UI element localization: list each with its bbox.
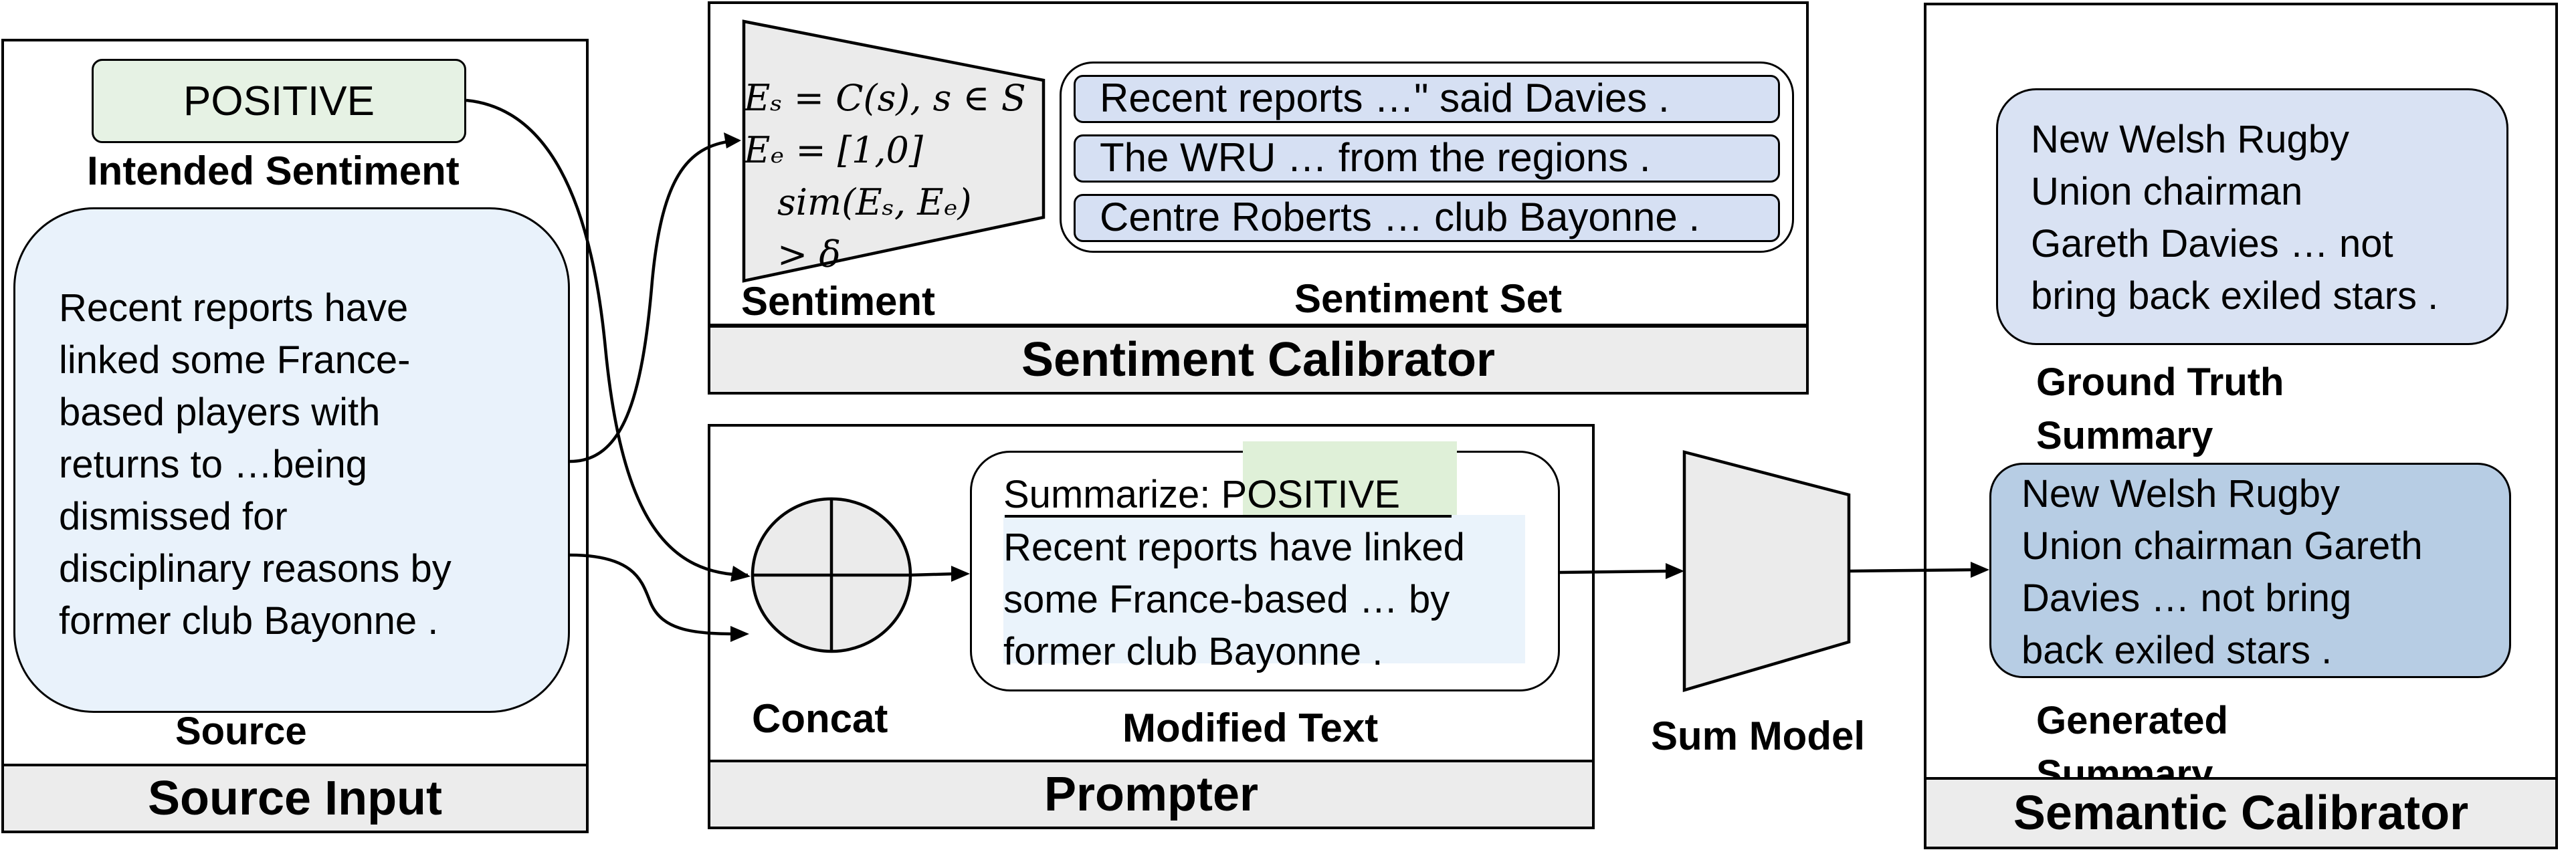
generated-summary-box — [1989, 463, 2511, 678]
formula-line: Eₑ = [1,0] — [744, 129, 923, 171]
source-text-line: dismissed for — [59, 495, 288, 538]
source-text-line: returns to …being — [59, 443, 368, 486]
semantic-calibrator-title: Semantic Calibrator — [1924, 777, 2558, 849]
ground-truth-label-line: Summary — [2036, 414, 2213, 457]
generated-summary-label: Generated Summary — [2036, 694, 2228, 777]
source-text-line: based players with — [59, 391, 381, 434]
ground-truth-text: New Welsh Rugby Union chairman Gareth Da… — [2031, 114, 2438, 322]
ground-truth-line: Gareth Davies … not — [2031, 222, 2393, 265]
source-text-line: linked some France- — [59, 338, 411, 382]
modified-text-line: Recent reports have linked — [1003, 526, 1465, 569]
formula-line: sim(Eₛ, Eₑ) — [777, 181, 972, 223]
concat-label: Concat — [752, 696, 888, 741]
source-text-line: former club Bayonne . — [59, 599, 439, 643]
formula-line: > δ — [777, 233, 841, 273]
generated-line: back exiled stars . — [2021, 629, 2333, 672]
summarize-sentiment: POSITIVE — [1221, 473, 1401, 516]
generated-label-line: Summary — [2036, 752, 2213, 777]
source-text-label-line: Text — [175, 758, 307, 764]
ground-truth-line: Union chairman — [2031, 170, 2303, 213]
sum-model-shape — [1682, 450, 1851, 693]
ground-truth-label-line: Ground Truth — [2036, 360, 2284, 404]
sentiment-set-item: The WRU … from the regions . — [1074, 134, 1780, 183]
source-text: Recent reports have linked some France- … — [59, 282, 452, 647]
intended-sentiment-label: Intended Sentiment — [87, 148, 460, 193]
sentiment-set-label: Sentiment Set — [1294, 276, 1563, 321]
ground-truth-label: Ground Truth Summary — [2036, 356, 2284, 463]
prompter-title: Prompter — [708, 760, 1595, 829]
generated-label-line: Generated — [2036, 699, 2228, 742]
text-highlight — [1003, 515, 1525, 663]
generated-summary-text: New Welsh Rugby Union chairman Gareth Da… — [2021, 468, 2423, 677]
modified-text-line: some France-based … by — [1003, 578, 1450, 621]
sentiment-calibrator-title: Sentiment Calibrator — [708, 325, 1809, 395]
sentiment-label: Sentiment — [741, 279, 936, 324]
generated-line: New Welsh Rugby — [2021, 472, 2341, 516]
modified-text-label: Modified Text — [1122, 706, 1379, 750]
modified-text-line: former club Bayonne . — [1003, 630, 1383, 673]
summarize-underline — [1005, 515, 1452, 518]
sentiment-set-item: Recent reports …" said Davies . — [1074, 75, 1780, 123]
ground-truth-box — [1996, 88, 2508, 345]
source-input-title: Source Input — [1, 764, 589, 833]
summarize-prompt: Summarize: POSITIVE — [1003, 468, 1400, 522]
intended-sentiment-box: POSITIVE — [92, 59, 466, 143]
concat-operator — [751, 497, 912, 653]
ground-truth-line: New Welsh Rugby — [2031, 118, 2350, 161]
formula-line: Eₛ = C(s), s ∈ S — [744, 77, 1026, 119]
generated-line: Union chairman Gareth — [2021, 524, 2423, 568]
summarize-prefix: Summarize: — [1003, 473, 1221, 516]
intended-sentiment-value: POSITIVE — [183, 78, 375, 124]
source-text-line: Recent reports have — [59, 286, 409, 330]
generated-line: Davies … not bring — [2021, 576, 2352, 620]
ground-truth-line: bring back exiled stars . — [2031, 274, 2439, 318]
source-text-label-line: Source — [175, 710, 307, 753]
sentiment-formula: Eₛ = C(s), s ∈ S Eₑ = [1,0] sim(Eₛ, Eₑ) … — [744, 72, 1026, 273]
sum-model-label: Sum Model — [1651, 714, 1866, 758]
modified-text: Recent reports have linked some France-b… — [1003, 522, 1465, 678]
source-text-label: Source Text — [175, 705, 307, 764]
positive-highlight — [1243, 441, 1457, 527]
source-text-line: disciplinary reasons by — [59, 547, 452, 590]
sentiment-set-item: Centre Roberts … club Bayonne . — [1074, 194, 1780, 242]
